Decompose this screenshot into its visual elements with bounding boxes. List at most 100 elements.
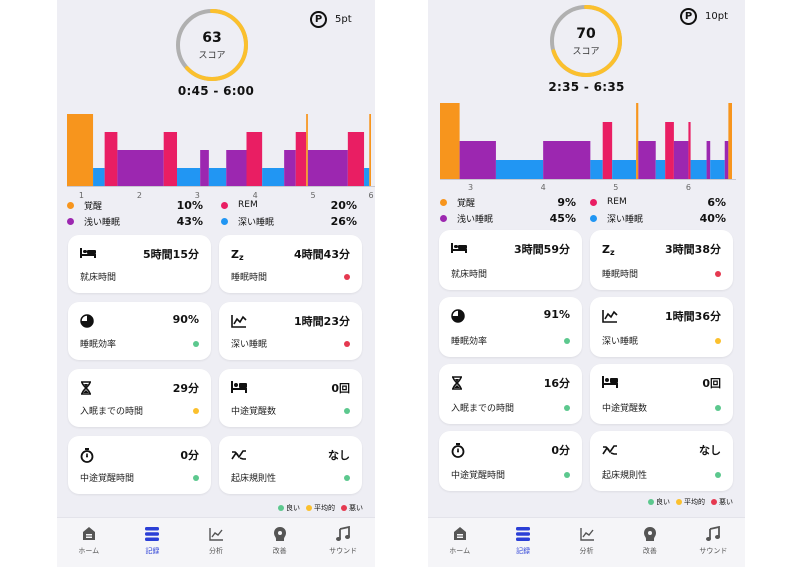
metric-card-stopwatch[interactable]: 0分 中途覚醒時間 bbox=[439, 431, 582, 491]
legend-pct: 20% bbox=[330, 198, 357, 212]
analysis-icon bbox=[579, 526, 595, 542]
metric-card-bed[interactable]: 5時間15分 就床時間 bbox=[68, 235, 211, 293]
status-dot bbox=[344, 408, 350, 414]
status-dot bbox=[564, 338, 570, 344]
metric-card-pie[interactable]: 90% 睡眠効率 bbox=[68, 302, 211, 360]
points-value: 10pt bbox=[705, 11, 728, 22]
metric-card-shuffle[interactable]: なし 起床規則性 bbox=[219, 436, 362, 494]
legend-dot bbox=[67, 217, 74, 225]
nav-item-improve[interactable]: 改善 bbox=[248, 518, 312, 567]
x-tick-label: 6 bbox=[686, 183, 691, 192]
legend-rem: REM 20% bbox=[221, 198, 357, 212]
legend-pct: 26% bbox=[330, 214, 357, 228]
nav-item-analysis[interactable]: 分析 bbox=[184, 518, 248, 567]
stage-segment-deep bbox=[690, 160, 707, 179]
x-tick-label: 3 bbox=[468, 183, 473, 192]
metric-card-hourglass[interactable]: 29分 入眠までの時間 bbox=[68, 369, 211, 427]
metric-label: 深い睡眠 bbox=[231, 340, 268, 350]
improve-icon bbox=[272, 526, 288, 542]
metric-card-bed-person[interactable]: 0回 中途覚醒数 bbox=[219, 369, 362, 427]
metric-card-bed-person[interactable]: 0回 中途覚醒数 bbox=[590, 364, 733, 424]
bed-person-icon bbox=[231, 381, 247, 395]
metric-card-wave-chart[interactable]: 1時間36分 深い睡眠 bbox=[590, 297, 733, 357]
stage-segment-deep bbox=[710, 160, 725, 179]
stage-segment-light bbox=[226, 150, 247, 186]
status-bad: 悪い bbox=[341, 503, 363, 513]
metric-label: 睡眠効率 bbox=[451, 337, 488, 347]
sleep-time-range: 0:45 - 6:00 bbox=[177, 84, 255, 98]
points-badge[interactable]: P 10pt bbox=[680, 8, 728, 25]
home-icon bbox=[452, 526, 468, 542]
score-ring bbox=[176, 9, 248, 81]
nav-item-home[interactable]: ホーム bbox=[57, 518, 121, 567]
metric-card-bed[interactable]: 3時間59分 就床時間 bbox=[439, 230, 582, 290]
metric-card-wave-chart[interactable]: 1時間23分深い睡眠 bbox=[219, 302, 362, 360]
stage-segment-deep bbox=[262, 168, 285, 186]
bottom-nav: ホーム 記録 分析 改善 サウンド bbox=[57, 517, 375, 567]
x-tick-label: 4 bbox=[541, 183, 546, 192]
status-dot bbox=[193, 408, 199, 414]
stage-segment-rem bbox=[688, 122, 691, 179]
metric-card-hourglass[interactable]: 16分 入眠までの時間 bbox=[439, 364, 582, 424]
score-gauge[interactable]: 63 スコア bbox=[173, 6, 251, 84]
shuffle-icon bbox=[231, 448, 247, 462]
nav-item-record[interactable]: 記録 bbox=[121, 518, 185, 567]
nav-item-home[interactable]: ホーム bbox=[428, 518, 491, 567]
hourglass-icon bbox=[451, 376, 467, 390]
status-dot bbox=[715, 338, 721, 344]
metric-card-pie[interactable]: 91% 睡眠効率 bbox=[439, 297, 582, 357]
score-label: スコア bbox=[198, 51, 226, 61]
stage-segment-light bbox=[200, 150, 209, 186]
stage-segment-deep bbox=[590, 160, 603, 179]
legend-dot bbox=[590, 214, 597, 222]
hypnogram-svg: 1 2 3 4 5 6 bbox=[67, 114, 375, 200]
stage-segment-light bbox=[724, 141, 729, 179]
points-icon: P bbox=[680, 8, 697, 25]
legend-name: 覚醒 bbox=[457, 198, 476, 209]
svg-text:z: z bbox=[610, 248, 615, 256]
metric-label: 中途覚醒時間 bbox=[80, 474, 135, 484]
nav-item-improve[interactable]: 改善 bbox=[618, 518, 681, 567]
svg-text:z: z bbox=[239, 253, 244, 261]
stage-segment-light bbox=[307, 150, 348, 186]
legend-pct: 9% bbox=[557, 195, 576, 209]
nav-label: 記録 bbox=[145, 547, 160, 555]
status-dot bbox=[193, 475, 199, 481]
nav-item-music[interactable]: サウンド bbox=[311, 518, 375, 567]
legend-pct: 40% bbox=[699, 211, 726, 225]
metric-card-stopwatch[interactable]: 0分 中途覚醒時間 bbox=[68, 436, 211, 494]
nav-item-record[interactable]: 記録 bbox=[491, 518, 554, 567]
legend-name: 深い睡眠 bbox=[607, 214, 644, 225]
legend-pct: 43% bbox=[176, 214, 203, 228]
nav-item-music[interactable]: サウンド bbox=[682, 518, 745, 567]
status-dot bbox=[344, 274, 350, 280]
points-badge[interactable]: P 5pt bbox=[310, 11, 352, 28]
metric-label: 入眠までの時間 bbox=[80, 407, 144, 417]
metric-value: 1時間23分 bbox=[294, 315, 350, 328]
metric-value: 3時間59分 bbox=[514, 243, 570, 256]
metric-card-shuffle[interactable]: なし 起床規則性 bbox=[590, 431, 733, 491]
sleep-stage-chart: 3 4 5 6 bbox=[440, 102, 736, 194]
pie-icon bbox=[80, 314, 96, 328]
score-gauge[interactable]: 70 スコア bbox=[547, 2, 625, 80]
metric-label: 深い睡眠 bbox=[602, 337, 639, 347]
nav-label: 改善 bbox=[272, 547, 287, 555]
stage-segment-awake bbox=[440, 103, 460, 179]
x-tick-label: 5 bbox=[613, 183, 618, 192]
stage-segment-rem bbox=[295, 132, 307, 186]
legend-name: 深い睡眠 bbox=[238, 217, 275, 228]
stopwatch-icon bbox=[80, 448, 96, 463]
legend-pct: 10% bbox=[176, 198, 203, 212]
metric-value: なし bbox=[328, 449, 350, 462]
score-label: スコア bbox=[572, 47, 600, 57]
stage-segment-deep bbox=[495, 160, 544, 179]
wave-chart-icon bbox=[602, 309, 618, 323]
x-tick-label: 4 bbox=[253, 191, 258, 200]
nav-item-analysis[interactable]: 分析 bbox=[555, 518, 618, 567]
legend-deep: 深い睡眠 40% bbox=[590, 211, 726, 225]
points-value: 5pt bbox=[335, 14, 352, 25]
stage-segment-rem bbox=[163, 132, 178, 186]
